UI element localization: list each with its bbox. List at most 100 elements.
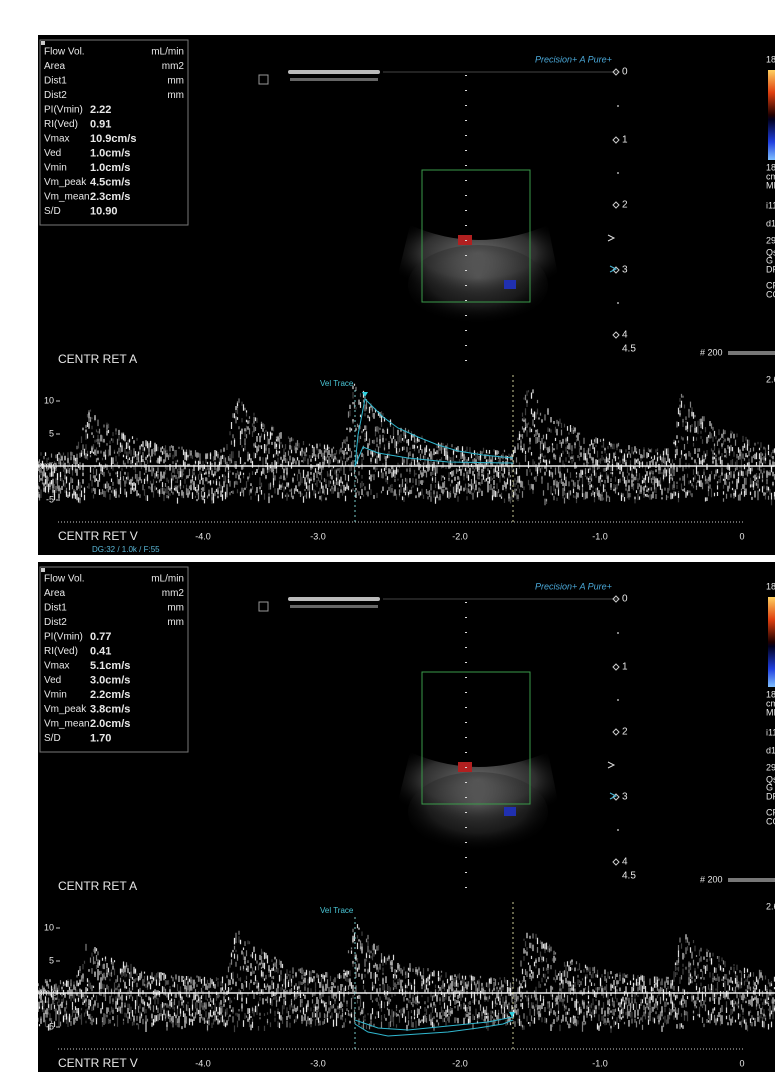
page: Flow Vol.mL/minAreamm2Dist1mmDist2mmPI(V… bbox=[0, 0, 775, 1072]
measure-label: S/D bbox=[44, 733, 61, 744]
measure-label: Area bbox=[44, 588, 66, 599]
measure-value: 1.0cm/s bbox=[90, 162, 130, 174]
time-label: -2.0 bbox=[452, 531, 468, 541]
depth-label: 3 bbox=[622, 265, 628, 276]
side-label: MI:( bbox=[766, 180, 775, 190]
spectrum bbox=[38, 929, 775, 1032]
measure-label: Vmin bbox=[44, 163, 67, 174]
depth-label: 4 bbox=[622, 330, 628, 341]
measure-label: Vmax bbox=[44, 661, 70, 672]
flow-blue bbox=[504, 807, 516, 816]
measure-label: S/D bbox=[44, 206, 61, 217]
measure-value: 5.1cm/s bbox=[90, 660, 130, 672]
measure-value: 1.70 bbox=[90, 732, 111, 744]
velocity-label: 5 bbox=[49, 428, 54, 438]
velocity-label: -5 bbox=[46, 1021, 54, 1031]
focus-marker bbox=[610, 266, 616, 272]
depth-diamond bbox=[613, 202, 619, 208]
measure-label: Dist1 bbox=[44, 76, 67, 87]
measure-unit: mm2 bbox=[162, 588, 185, 599]
measure-value: 3.0cm/s bbox=[90, 674, 130, 686]
tissue bbox=[408, 772, 548, 852]
side-label: 29 bbox=[766, 762, 775, 772]
measure-unit: mL/min bbox=[151, 47, 184, 58]
top-bar bbox=[290, 605, 378, 608]
measure-value: 2.22 bbox=[90, 104, 111, 116]
measure-unit: mm bbox=[167, 76, 184, 87]
velocity-label: -5 bbox=[46, 494, 54, 504]
color-bar bbox=[768, 597, 775, 687]
measure-value: 0.77 bbox=[90, 631, 111, 643]
side-label: 18. bbox=[766, 54, 775, 64]
color-bar bbox=[768, 70, 775, 160]
depth-label: 0 bbox=[622, 67, 628, 78]
measure-value: 2.3cm/s bbox=[90, 191, 130, 203]
measure-label: Vm_mean bbox=[44, 719, 90, 730]
measure-unit: mm2 bbox=[162, 61, 185, 72]
focus-marker bbox=[608, 235, 614, 241]
depth-diamond bbox=[613, 664, 619, 670]
line-density: # 200 bbox=[700, 347, 723, 357]
time-label: -2.0 bbox=[452, 1058, 468, 1068]
top-bar bbox=[288, 70, 380, 74]
time-label: -4.0 bbox=[195, 1058, 211, 1068]
depth-label: 1 bbox=[622, 135, 628, 146]
depth-dot bbox=[617, 632, 619, 634]
measure-value: 2.2cm/s bbox=[90, 689, 130, 701]
measure-unit: mm bbox=[167, 90, 184, 101]
measure-label: Dist2 bbox=[44, 90, 67, 101]
time-label: -3.0 bbox=[310, 1058, 326, 1068]
tissue bbox=[408, 245, 548, 325]
measure-label: PI(Vmin) bbox=[44, 105, 83, 116]
side-label: CG bbox=[766, 289, 775, 299]
velocity-label: 5 bbox=[49, 955, 54, 965]
spectrum bbox=[38, 924, 775, 1032]
icon bbox=[259, 602, 268, 611]
measure-value: 1.0cm/s bbox=[90, 147, 130, 159]
time-label: -1.0 bbox=[592, 531, 608, 541]
depth-diamond bbox=[613, 859, 619, 865]
depth-label: 4.5 bbox=[622, 871, 636, 882]
time-label: -1.0 bbox=[592, 1058, 608, 1068]
density-bar bbox=[728, 878, 775, 882]
depth-label: 4.5 bbox=[622, 344, 636, 355]
spectrum bbox=[38, 387, 775, 506]
side-label: i11L bbox=[766, 200, 775, 210]
measure-value: 10.90 bbox=[90, 205, 118, 217]
side-label: i11L bbox=[766, 727, 775, 737]
depth-diamond bbox=[613, 729, 619, 735]
trace-label: Vel Trace bbox=[320, 906, 354, 915]
table-marker bbox=[41, 568, 45, 572]
measure-value: 0.41 bbox=[90, 645, 111, 657]
depth-label: 0 bbox=[622, 594, 628, 605]
measure-value: 3.8cm/s bbox=[90, 703, 130, 715]
focus-marker bbox=[608, 762, 614, 768]
table-marker bbox=[41, 41, 45, 45]
measure-value: 0.91 bbox=[90, 118, 111, 130]
trace-label: Vel Trace bbox=[320, 379, 354, 388]
brand: Precision+ A Pure+ bbox=[535, 581, 612, 591]
depth-label: 4 bbox=[622, 857, 628, 868]
top-bar bbox=[288, 597, 380, 601]
measure-label: Ved bbox=[44, 675, 61, 686]
velocity-label: 10 bbox=[44, 922, 54, 932]
time-label: 0 bbox=[739, 1058, 744, 1068]
depth-dot bbox=[617, 699, 619, 701]
time-label: -3.0 bbox=[310, 531, 326, 541]
time-label: 0 bbox=[739, 531, 744, 541]
vessel-label: CENTR RET V bbox=[58, 1056, 138, 1070]
depth-diamond bbox=[613, 137, 619, 143]
depth-dot bbox=[617, 829, 619, 831]
top-bar bbox=[290, 78, 378, 81]
depth-dot bbox=[617, 172, 619, 174]
flow-blue bbox=[504, 280, 516, 289]
side-label: 2.6 bbox=[766, 374, 775, 384]
side-label: DR bbox=[766, 264, 775, 274]
density-bar bbox=[728, 351, 775, 355]
side-label: 29 bbox=[766, 235, 775, 245]
measure-value: 4.5cm/s bbox=[90, 176, 130, 188]
side-label: d1 bbox=[766, 218, 775, 228]
side-label: DR bbox=[766, 791, 775, 801]
depth-label: 2 bbox=[622, 200, 628, 211]
measure-unit: mm bbox=[167, 617, 184, 628]
